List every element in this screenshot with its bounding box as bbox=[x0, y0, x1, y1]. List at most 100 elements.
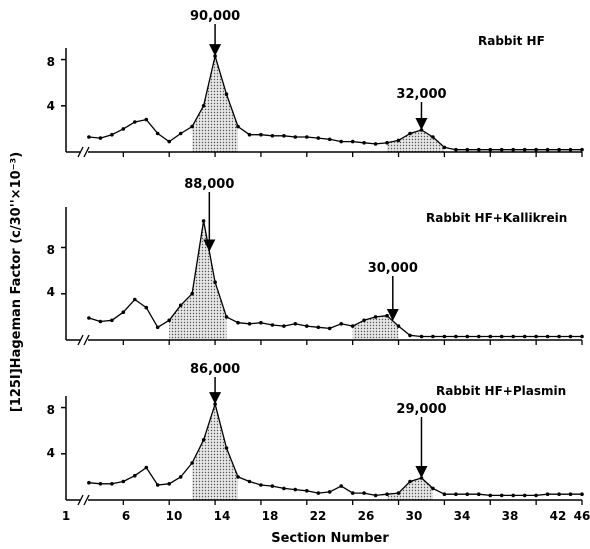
panel-2-data-point bbox=[419, 334, 424, 339]
panel-2-data-point bbox=[557, 334, 561, 339]
panel-2-data-point bbox=[580, 334, 584, 339]
panel-2-data-point bbox=[511, 334, 515, 339]
panel-3-data-point bbox=[454, 492, 458, 497]
panel-1-data-point bbox=[545, 147, 550, 152]
panel-1-data-point bbox=[396, 138, 401, 143]
panel-3-data-point bbox=[327, 490, 332, 494]
panel-1-y-tick-8: 8 bbox=[47, 55, 55, 69]
panel-2-data-point bbox=[87, 316, 91, 320]
panel-1-data-point bbox=[110, 132, 114, 137]
panel-3-data-point bbox=[511, 493, 515, 498]
panel-2-axis-break-2 bbox=[83, 334, 90, 346]
panel-1-data-point bbox=[431, 135, 435, 139]
panel-2-plot bbox=[61, 192, 584, 346]
panel-2-data-point bbox=[465, 334, 470, 339]
panel-3-data-point bbox=[534, 493, 538, 498]
panel-3-data-point bbox=[201, 438, 206, 442]
panel-2-data-point bbox=[350, 324, 355, 328]
panel-1-data-point bbox=[362, 141, 366, 145]
panel-3-data-point bbox=[465, 492, 470, 497]
panel-3-data-point bbox=[155, 483, 160, 487]
panel-1-data-point bbox=[419, 128, 424, 132]
panel-1-plot bbox=[61, 24, 584, 158]
panel-1-data-point bbox=[499, 147, 504, 152]
panel-3-data-point bbox=[121, 479, 126, 484]
panel-2-data-point bbox=[442, 334, 447, 339]
panel-3-data-point bbox=[419, 476, 424, 480]
panel-3-series-line bbox=[88, 403, 582, 497]
x-tick-label-6: 6 bbox=[122, 509, 130, 523]
panel-2-title: Rabbit HF+Kallikrein bbox=[426, 211, 567, 225]
panel-2-data-point bbox=[178, 303, 183, 308]
panel-1-data-point bbox=[270, 134, 275, 138]
panel-2-data-point bbox=[534, 334, 538, 339]
panel-1-shaded-peak-1 bbox=[192, 56, 238, 152]
panel-1-data-point bbox=[305, 135, 309, 139]
panel-1-data-point bbox=[408, 131, 412, 136]
panel-2-data-point bbox=[121, 310, 126, 315]
panel-2-data-point bbox=[499, 334, 504, 339]
panel-3-axis-break-1 bbox=[77, 494, 84, 506]
panel-3-data-point bbox=[87, 480, 91, 485]
panel-2-data-point bbox=[236, 320, 240, 325]
panel-3-data-point bbox=[247, 479, 252, 484]
panel-1-data-point bbox=[144, 117, 149, 122]
panel-1-data-point bbox=[236, 124, 240, 129]
panel-2-data-point bbox=[396, 324, 401, 328]
panel-2-axis-break-1 bbox=[77, 334, 84, 346]
panel-3-data-point bbox=[396, 491, 401, 495]
panel-2-annotation-2: 30,000 bbox=[368, 261, 418, 276]
panel-2-y-tick-4: 4 bbox=[47, 285, 55, 299]
panel-2-data-point bbox=[110, 318, 114, 323]
panel-2-data-point bbox=[201, 219, 206, 223]
panel-2-data-point bbox=[339, 322, 344, 326]
panel-1-y-tick-4: 4 bbox=[47, 99, 55, 113]
panel-1-data-point bbox=[98, 136, 103, 140]
panel-2-data-point bbox=[454, 334, 458, 339]
panel-3-data-point bbox=[190, 461, 194, 465]
panel-1-data-point bbox=[121, 127, 126, 131]
panel-2-data-point bbox=[316, 325, 321, 330]
panel-3-plot bbox=[61, 377, 584, 506]
panel-3-data-point bbox=[316, 491, 321, 495]
panel-1-annotation-1: 90,000 bbox=[190, 9, 240, 24]
panel-2-data-point bbox=[305, 324, 309, 328]
panel-3-data-point bbox=[488, 493, 493, 498]
panel-2-data-point bbox=[144, 305, 149, 310]
panel-3-data-point bbox=[167, 482, 171, 486]
panel-3-data-point bbox=[213, 402, 217, 406]
panel-3-data-point bbox=[385, 492, 389, 497]
x-tick-label-38: 38 bbox=[502, 509, 519, 523]
panel-1-data-point bbox=[201, 104, 206, 108]
panel-3-data-point bbox=[408, 479, 412, 484]
panel-1-data-point bbox=[580, 147, 584, 152]
panel-1-data-point bbox=[534, 147, 538, 152]
panel-2-data-point bbox=[259, 320, 263, 325]
panel-2-data-point bbox=[213, 280, 217, 285]
panel-2-data-point bbox=[488, 334, 493, 339]
x-axis-labels: 1 6 10 14 18 22 26 30 34 38 42 46 bbox=[62, 509, 590, 523]
panel-3-data-point bbox=[373, 493, 378, 498]
panel-1-data-point bbox=[213, 54, 217, 58]
panel-1-data-point bbox=[327, 137, 332, 142]
panel-2-data-point bbox=[190, 291, 194, 296]
panel-3-y-tick-4: 4 bbox=[47, 446, 55, 460]
x-tick-label-1: 1 bbox=[62, 509, 70, 523]
panel-2-data-point bbox=[327, 326, 332, 331]
panel-1-data-point bbox=[190, 124, 194, 129]
panel-1-title: Rabbit HF bbox=[478, 34, 545, 48]
panel-1-data-point bbox=[259, 132, 263, 137]
panel-2-data-point bbox=[522, 334, 527, 339]
panel-1-data-point bbox=[511, 147, 515, 152]
panel-3-data-point bbox=[557, 492, 561, 497]
x-tick-label-18: 18 bbox=[262, 509, 279, 523]
panel-2-data-point bbox=[282, 324, 286, 328]
panel-3-data-point bbox=[442, 492, 447, 497]
panel-2-annotation-1: 88,000 bbox=[184, 177, 234, 192]
panel-1-data-point bbox=[568, 147, 573, 152]
x-tick-label-26: 26 bbox=[358, 509, 375, 523]
panel-1-data-point bbox=[167, 139, 171, 144]
x-tick-label-34: 34 bbox=[454, 509, 471, 523]
panel-1-data-point bbox=[178, 131, 183, 136]
panel-1-data-point bbox=[488, 147, 493, 152]
